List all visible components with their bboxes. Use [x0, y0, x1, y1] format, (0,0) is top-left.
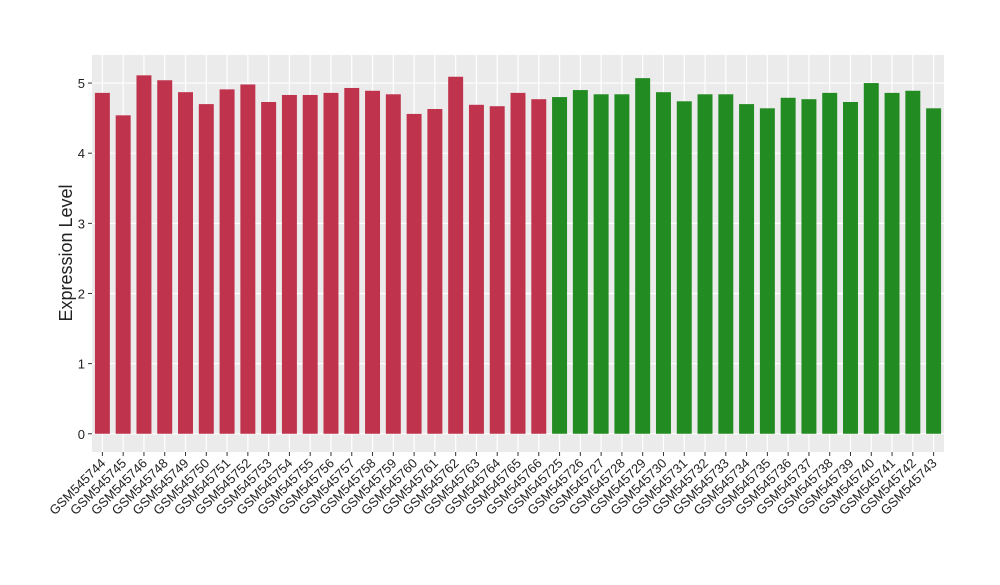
bar: [261, 101, 277, 434]
bar: [884, 92, 900, 434]
bar: [344, 87, 360, 434]
bar: [510, 92, 526, 434]
y-tick-label: 1: [78, 357, 85, 372]
bar: [489, 106, 505, 434]
bar: [780, 97, 796, 434]
bar: [739, 104, 755, 434]
bar: [759, 108, 775, 434]
bar: [365, 90, 381, 434]
bar: [115, 115, 131, 434]
bar: [198, 104, 214, 434]
y-tick-label: 5: [78, 76, 85, 91]
bar: [905, 90, 921, 434]
bar: [240, 84, 256, 434]
bar: [635, 78, 651, 434]
y-axis-title: Expression Level: [56, 184, 76, 321]
bar: [655, 92, 671, 434]
bar: [572, 90, 588, 434]
bar: [281, 94, 297, 434]
bar: [219, 89, 235, 434]
bar: [302, 94, 318, 434]
bar: [136, 75, 152, 434]
bar: [94, 92, 110, 434]
bar: [801, 99, 817, 434]
bar: [531, 99, 547, 434]
bar: [718, 94, 734, 434]
bar: [385, 94, 401, 434]
bar: [468, 104, 484, 434]
y-tick-label: 2: [78, 286, 85, 301]
bar: [697, 94, 713, 434]
bar: [427, 109, 443, 434]
y-tick-label: 0: [78, 427, 85, 442]
bar: [926, 108, 942, 434]
y-tick-label: 3: [78, 216, 85, 231]
bar: [157, 80, 173, 434]
bar: [843, 101, 858, 434]
bar: [676, 101, 692, 434]
bar: [863, 83, 879, 434]
bar: [593, 94, 609, 434]
bar: [614, 94, 630, 434]
bar: [178, 92, 193, 434]
bar: [822, 92, 838, 434]
bar: [448, 76, 464, 434]
bar: [552, 97, 568, 434]
y-tick-label: 4: [78, 146, 85, 161]
bar: [406, 113, 422, 434]
bar: [323, 92, 339, 434]
